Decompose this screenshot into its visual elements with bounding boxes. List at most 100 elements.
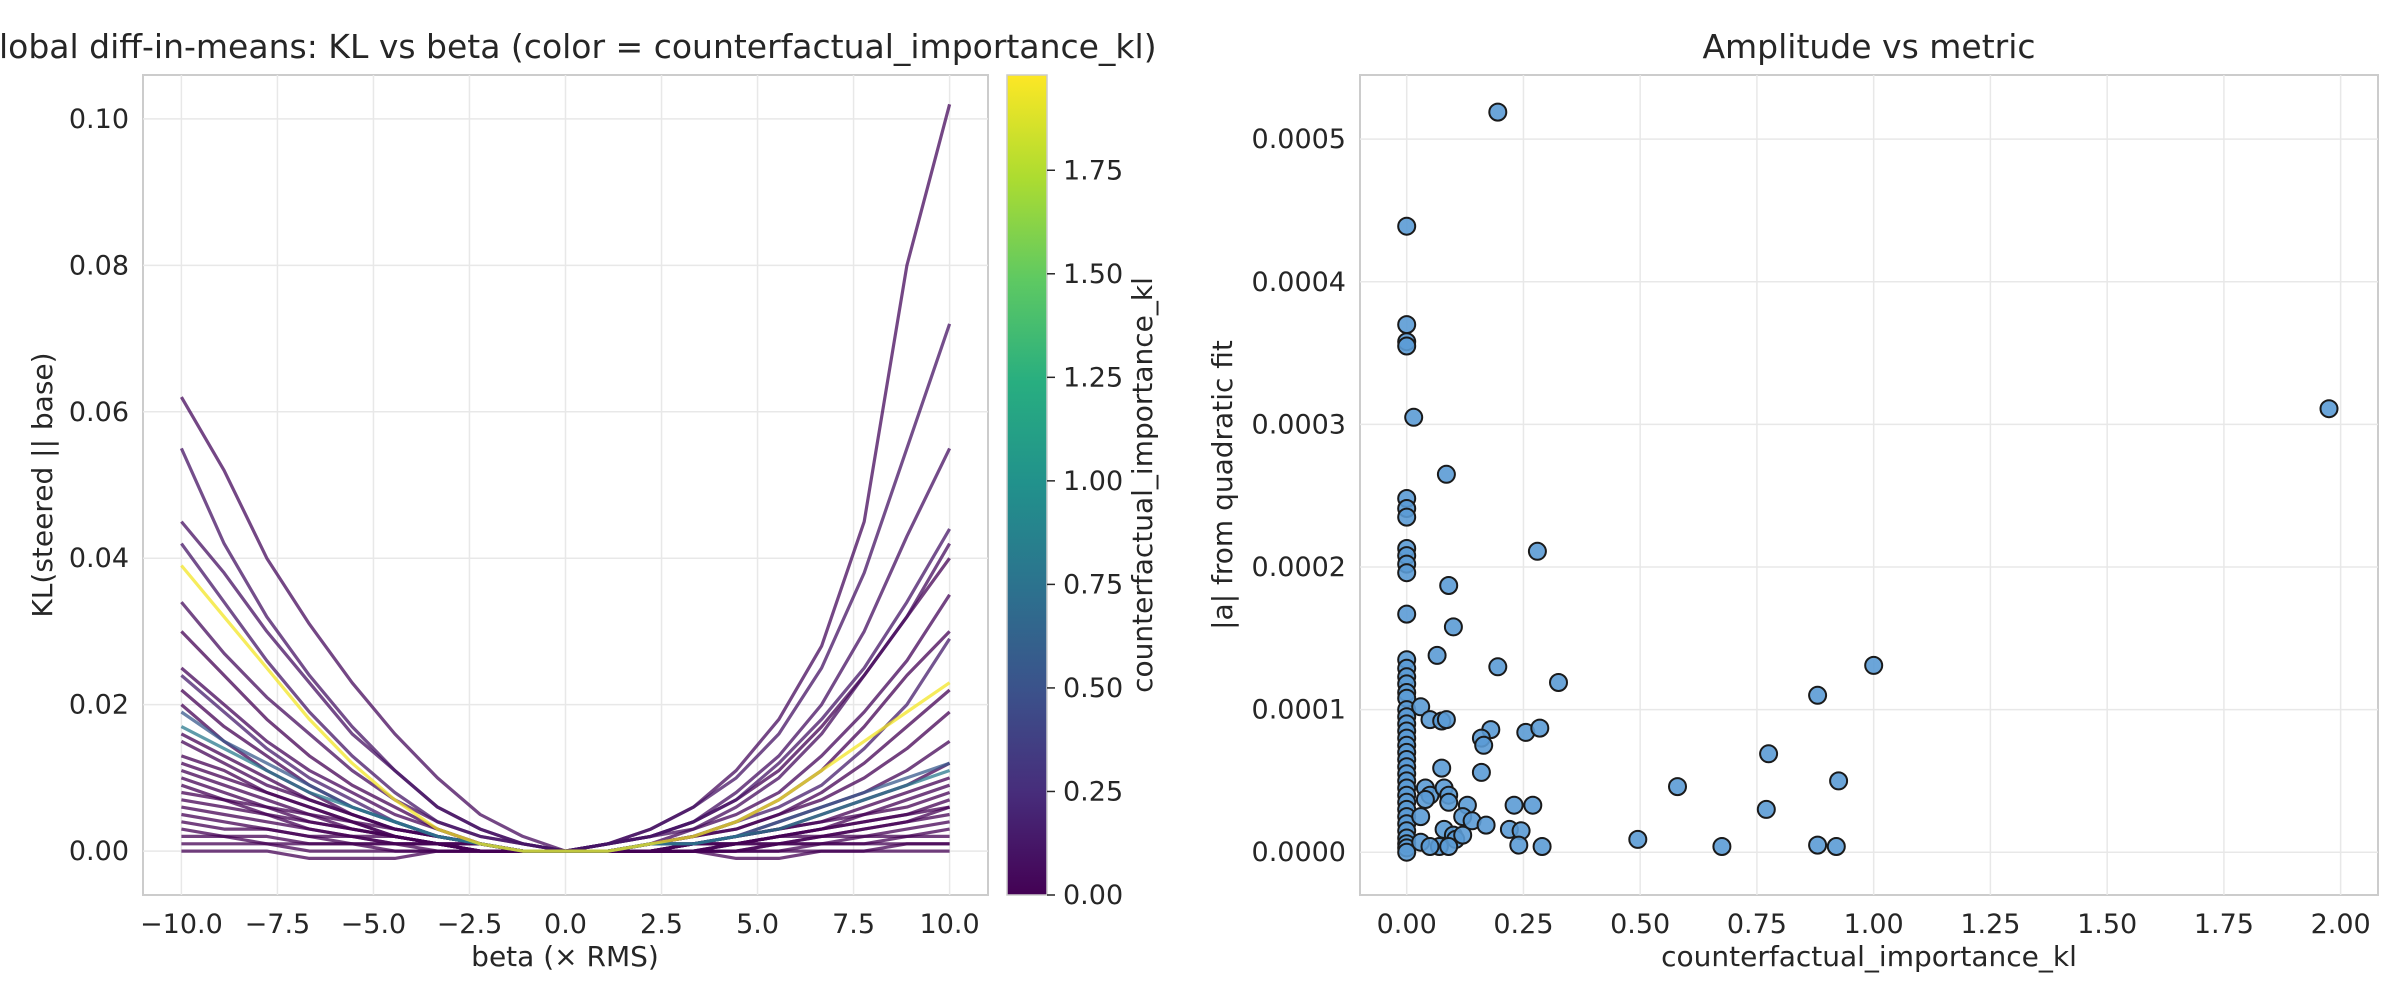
scatter-point [1397,336,1417,356]
right-y-tick-label: 0.0005 [1252,124,1346,155]
right-x-tick-label: 0.25 [1493,909,1553,940]
right-x-tick-label: 1.50 [2077,909,2137,940]
scatter-point [1527,541,1547,561]
scatter-point [1523,795,1543,815]
right-y-axis-label: |a| from quadratic fit [1206,340,1239,630]
left-y-axis-label: KL(steered || base) [26,352,59,617]
left-y-tick-label: 0.02 [69,690,129,721]
left-x-tick-label: 7.5 [832,909,875,940]
right-x-tick-labels: 0.00 0.25 0.50 0.75 1.00 1.25 1.50 1.75 2.00 [1377,909,2371,940]
scatter-point [1453,825,1473,845]
kl-series-line [180,564,951,853]
left-x-tick-label: 2.5 [640,909,683,940]
colorbar-tick-label: 1.50 [1063,259,1123,290]
right-x-tick-label: 1.75 [2194,909,2254,940]
right-y-tick-label: 0.0000 [1252,837,1346,868]
colorbar-tick-labels: 0.00 0.25 0.50 0.75 1.00 1.25 1.50 1.75 [1047,155,1123,911]
right-y-tick-label: 0.0003 [1252,409,1346,440]
colorbar-tick-label: 1.75 [1063,155,1123,186]
right-x-tick-label: 0.00 [1377,909,1437,940]
scatter-point [1397,563,1417,583]
scatter-point [1864,655,1884,675]
left-x-axis-label: beta (× RMS) [471,940,659,973]
left-y-tick-label: 0.08 [69,250,129,281]
scatter-point [1432,758,1452,778]
scatter-point [1488,102,1508,122]
right-y-tick-labels: 0.0000 0.0001 0.0002 0.0003 0.0004 0.0005 [1252,124,1346,868]
scatter-point [1436,710,1456,730]
right-plot-frame [1359,74,2379,896]
scatter-point [1397,315,1417,335]
scatter-point [1712,837,1732,856]
left-series-lines [179,103,952,861]
scatter-point [1488,657,1508,677]
scatter-point [1439,576,1459,595]
left-x-tick-label: −10.0 [140,909,223,940]
right-chart-title: Amplitude vs metric [1702,27,2035,66]
colorbar-gradient [1006,74,1048,896]
scatter-point [1471,762,1491,782]
left-x-tick-label: 0.0 [544,909,587,940]
right-x-tick-label: 0.75 [1727,909,1787,940]
left-y-tick-label: 0.04 [69,543,129,574]
scatter-point [1411,697,1431,717]
left-y-tick-labels: 0.00 0.02 0.04 0.06 0.08 0.10 [69,104,129,867]
right-x-tick-label: 1.00 [1844,909,1904,940]
left-x-tick-label: 5.0 [736,909,779,940]
scatter-point [1756,799,1776,819]
colorbar-tick-label: 0.25 [1063,776,1123,807]
scatter-point [1504,795,1524,815]
left-x-tick-label: −7.5 [245,909,311,940]
scatter-point [1397,216,1417,236]
left-x-tick-label: 10.0 [920,909,980,940]
right-y-tick-label: 0.0004 [1252,267,1346,298]
left-x-tick-labels: −10.0 −7.5 −5.0 −2.5 0.0 2.5 5.0 7.5 10.0 [140,909,980,940]
right-x-tick-label: 1.25 [1960,909,2020,940]
scatter-point [1829,771,1849,791]
scatter-point [2319,399,2339,419]
scatter-point [1808,835,1828,855]
scatter-point [1808,685,1828,705]
scatter-point [1397,604,1417,624]
kl-vs-beta-chart: Global diff-in-means: KL vs beta (color … [0,27,1157,973]
scatter-point [1427,645,1447,665]
scatter-point [1509,835,1529,855]
scatter-point [1397,842,1417,862]
scatter-point [1415,790,1435,809]
scatter-point [1404,407,1424,427]
left-x-tick-label: −5.0 [341,909,407,940]
colorbar-label: counterfactual_importance_kl [1126,277,1159,693]
scatter-point [1530,718,1550,738]
right-x-tick-label: 2.00 [2311,909,2371,940]
colorbar-tick-label: 0.00 [1063,880,1123,911]
scatter-point [1474,735,1494,755]
right-y-tick-label: 0.0001 [1252,695,1346,726]
scatter-point [1549,673,1568,692]
left-y-tick-label: 0.00 [69,836,129,867]
left-y-tick-label: 0.10 [69,104,129,135]
right-x-tick-label: 0.50 [1610,909,1670,940]
scatter-point [1476,815,1496,835]
scatter-point [1439,837,1459,856]
colorbar: 0.00 0.25 0.50 0.75 1.00 1.25 1.50 1.75 counter… [1006,74,1159,911]
scatter-point [1420,837,1440,856]
scatter-point [1397,507,1417,527]
scatter-point [1628,829,1648,849]
colorbar-tick-label: 1.25 [1063,362,1123,393]
right-x-axis-label: counterfactual_importance_kl [1661,940,2077,973]
scatter-point [1439,792,1459,812]
colorbar-tick-label: 1.00 [1063,466,1123,497]
left-y-tick-label: 0.06 [69,397,129,428]
scatter-point [1436,464,1456,484]
right-y-tick-label: 0.0002 [1252,552,1346,583]
right-grid [1360,75,2378,895]
scatter-point [1532,837,1552,856]
scatter-point [1826,837,1846,856]
left-x-tick-label: −2.5 [437,909,503,940]
amplitude-vs-metric-chart: Amplitude vs metric 0.00 0.25 0.50 0.75 1.00… [1206,27,2379,973]
colorbar-tick-label: 0.50 [1063,673,1123,704]
scatter-points [1397,102,2339,862]
scatter-point [1759,744,1779,764]
left-chart-title: Global diff-in-means: KL vs beta (color … [0,27,1157,66]
